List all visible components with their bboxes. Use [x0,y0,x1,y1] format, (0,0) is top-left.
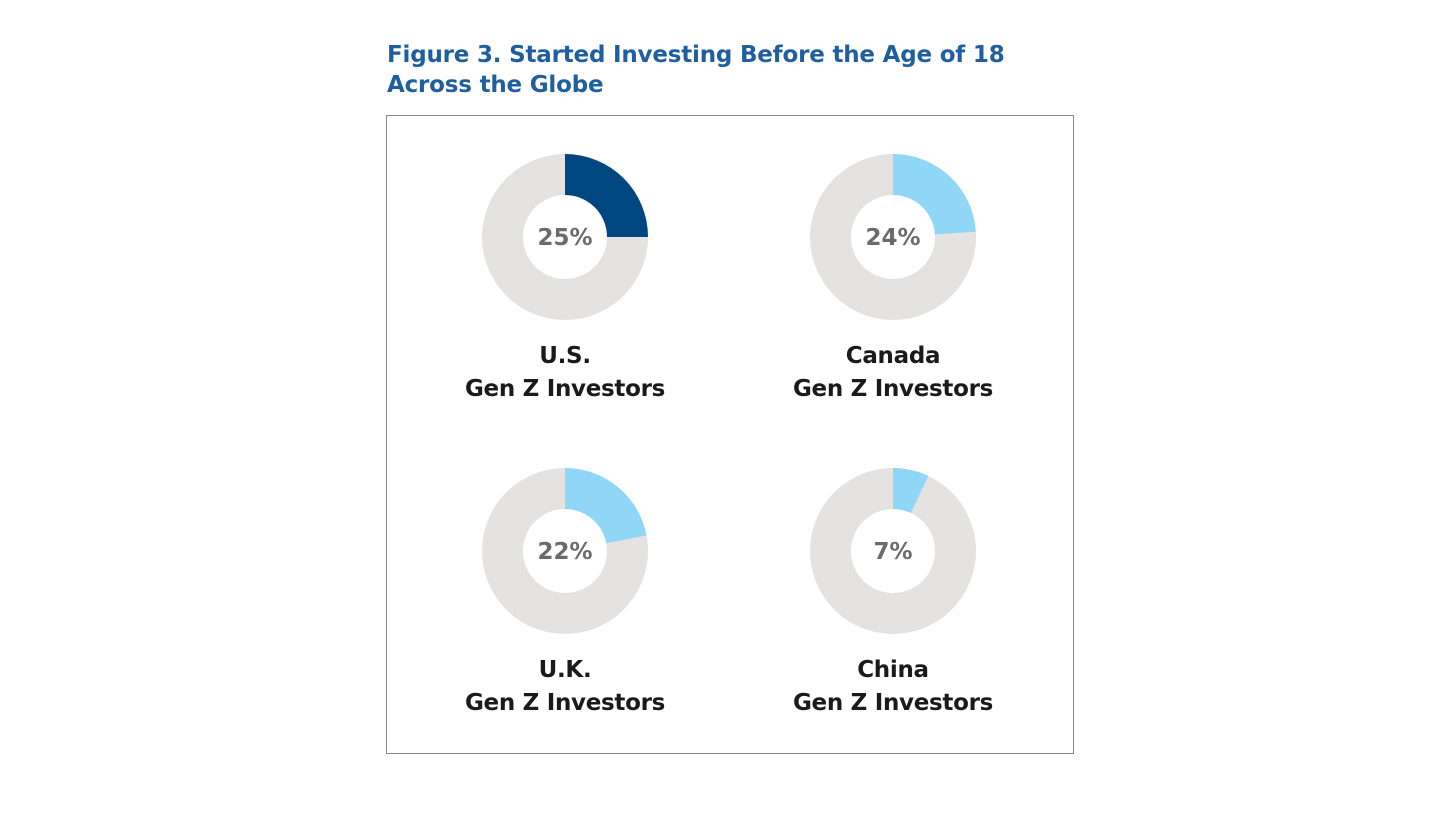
figure-title: Figure 3. Started Investing Before the A… [387,42,1005,98]
group-label: Gen Z Investors [792,376,994,402]
donut-caption: China Gen Z Investors [761,654,1025,720]
donut-value-slice [893,468,929,513]
group-label: Gen Z Investors [464,690,666,716]
donut-percent-label: 7% [873,539,912,565]
donut-china: 7% [810,468,976,634]
donut-percent-label: 24% [865,225,920,251]
donut-caption: U.K. Gen Z Investors [433,654,697,720]
donut-chart-us: 25% U.S. Gen Z Investors [433,152,693,432]
donut-caption: Canada Gen Z Investors [761,340,1025,406]
donut-value-slice [893,154,976,235]
donut-caption: U.S. Gen Z Investors [433,340,697,406]
group-label: Gen Z Investors [792,690,994,716]
donut-uk: 22% [482,468,648,634]
donut-canada: 24% [810,154,976,320]
donut-us: 25% [482,154,648,320]
donut-chart-china: 7% China Gen Z Investors [761,466,1021,746]
donut-percent-label: 25% [537,225,592,251]
donut-value-slice [565,154,648,237]
region-label: Canada [845,343,941,369]
region-label: U.K. [538,657,592,683]
donut-value-slice [565,468,647,544]
donut-percent-label: 22% [537,539,592,565]
group-label: Gen Z Investors [464,376,666,402]
donut-chart-canada: 24% Canada Gen Z Investors [761,152,1021,432]
region-label: U.S. [539,343,591,369]
figure-frame: 25% U.S. Gen Z Investors 24% Canada Gen … [386,115,1074,754]
donut-chart-uk: 22% U.K. Gen Z Investors [433,466,693,746]
region-label: China [857,657,929,683]
